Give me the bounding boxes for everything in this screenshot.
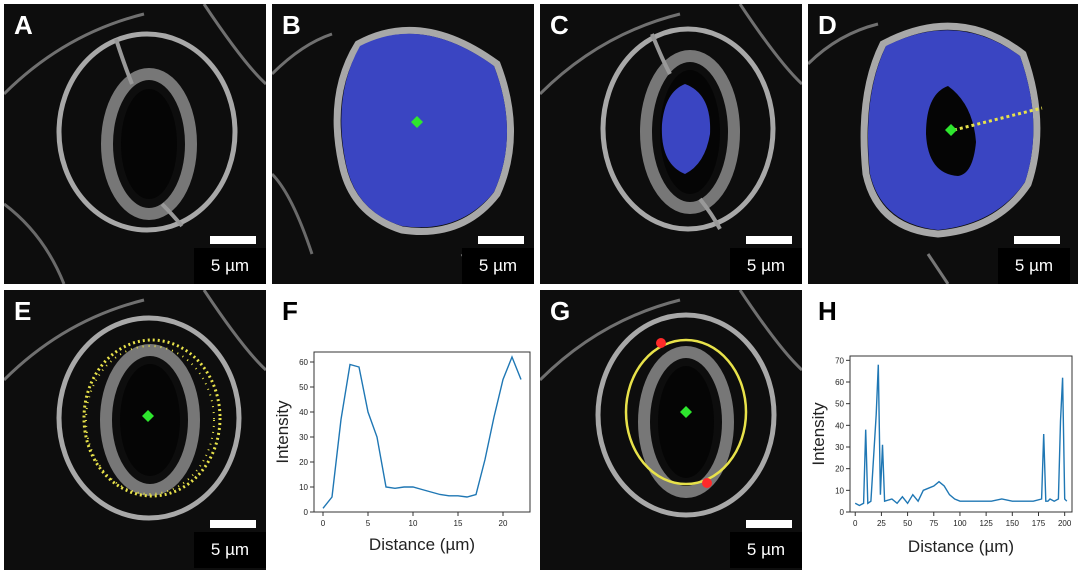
panel-label-b: B (282, 10, 301, 40)
y-tick-label: 0 (840, 508, 845, 517)
y-tick-label: 20 (299, 458, 308, 467)
chart-f: 0 5 10 15 20 0 10 20 30 40 50 60 Distance (µm) Intens… (273, 351, 531, 554)
x-tick-label: 20 (499, 519, 508, 528)
panel-d-image (808, 22, 1043, 284)
scale-label-b: 5 µm (462, 248, 534, 284)
sampled-contour (85, 345, 215, 495)
panel-label-f: F (282, 296, 298, 326)
panel-g: G 5 µm (540, 290, 802, 570)
x-tick-label: 0 (321, 519, 326, 528)
plot-frame (313, 351, 531, 513)
series-line (322, 355, 522, 509)
contour-endpoint (656, 338, 666, 348)
centroid-marker (411, 116, 423, 128)
y-tick-label: 50 (835, 400, 844, 409)
panel-a-image (4, 4, 266, 284)
x-tick-label: 0 (853, 519, 858, 528)
scale-label-d: 5 µm (998, 248, 1070, 284)
panel-c: C 5 µm (540, 4, 802, 284)
y-tick-label: 0 (304, 508, 309, 517)
y-axis-label: Intensity (809, 402, 828, 466)
scale-label-e: 5 µm (194, 532, 266, 568)
x-tick-label: 150 (1006, 519, 1020, 528)
plot-frame (849, 355, 1073, 513)
panel-label-c: C (550, 10, 569, 40)
y-tick-label: 20 (835, 465, 844, 474)
panel-a: A 5 µm (4, 4, 266, 284)
panel-h: 0 25 50 75 100 125 150 175 200 0 10 20 30 40 50 60 70 Dis… (808, 290, 1078, 570)
contour-endpoint (702, 478, 712, 488)
centroid-marker (142, 410, 154, 422)
y-tick-label: 60 (299, 358, 308, 367)
panel-label-g: G (550, 296, 571, 326)
panel-label-d: D (818, 10, 837, 40)
panel-b: B 5 µm (272, 4, 534, 284)
scale-bar (478, 236, 524, 244)
centroid-marker (680, 406, 692, 418)
x-tick-label: 200 (1058, 519, 1072, 528)
x-tick-label: 175 (1032, 519, 1046, 528)
scale-bar (210, 520, 256, 528)
fitted-contour (624, 338, 748, 486)
sampled-contour (82, 338, 222, 498)
scale-bar (746, 520, 792, 528)
y-tick-label: 60 (835, 378, 844, 387)
y-axis-label: Intensity (273, 400, 292, 464)
panel-label-e: E (14, 296, 32, 326)
y-tick-label: 10 (299, 483, 308, 492)
y-tick-label: 30 (299, 433, 308, 442)
y-tick-label: 30 (835, 443, 844, 452)
scale-bar (210, 236, 256, 244)
scale-label-a: 5 µm (194, 248, 266, 284)
chart-h: 0 25 50 75 100 125 150 175 200 0 10 20 30 40 50 60 70 Dis… (809, 355, 1073, 556)
y-tick-label: 40 (299, 408, 308, 417)
x-axis-label: Distance (µm) (908, 537, 1014, 556)
panel-g-image (540, 290, 802, 518)
scale-bar (1014, 236, 1060, 244)
x-axis-label: Distance (µm) (369, 535, 475, 554)
y-tick-label: 10 (835, 486, 844, 495)
x-tick-label: 5 (366, 519, 371, 528)
centroid-marker (945, 124, 957, 136)
y-tick-label: 40 (835, 421, 844, 430)
y-tick-label: 50 (299, 383, 308, 392)
scale-label-c: 5 µm (730, 248, 802, 284)
panel-d: D 5 µm (808, 4, 1078, 284)
scale-label-g: 5 µm (730, 532, 802, 568)
panel-c-image (540, 4, 802, 232)
y-tick-label: 70 (835, 356, 844, 365)
panel-e: E 5 µm (4, 290, 266, 570)
scale-bar (746, 236, 792, 244)
panel-label-a: A (14, 10, 33, 40)
x-tick-label: 25 (877, 519, 886, 528)
x-tick-label: 10 (409, 519, 418, 528)
x-tick-label: 125 (979, 519, 993, 528)
x-tick-label: 50 (903, 519, 912, 528)
panel-e-image (4, 290, 266, 521)
panel-label-h: H (818, 296, 837, 326)
series-line (854, 364, 1068, 507)
panel-f: 0 5 10 15 20 0 10 20 30 40 50 60 Distance (µm) Intens… (272, 290, 534, 570)
x-tick-label: 100 (953, 519, 967, 528)
x-tick-label: 75 (929, 519, 938, 528)
x-tick-label: 15 (454, 519, 463, 528)
